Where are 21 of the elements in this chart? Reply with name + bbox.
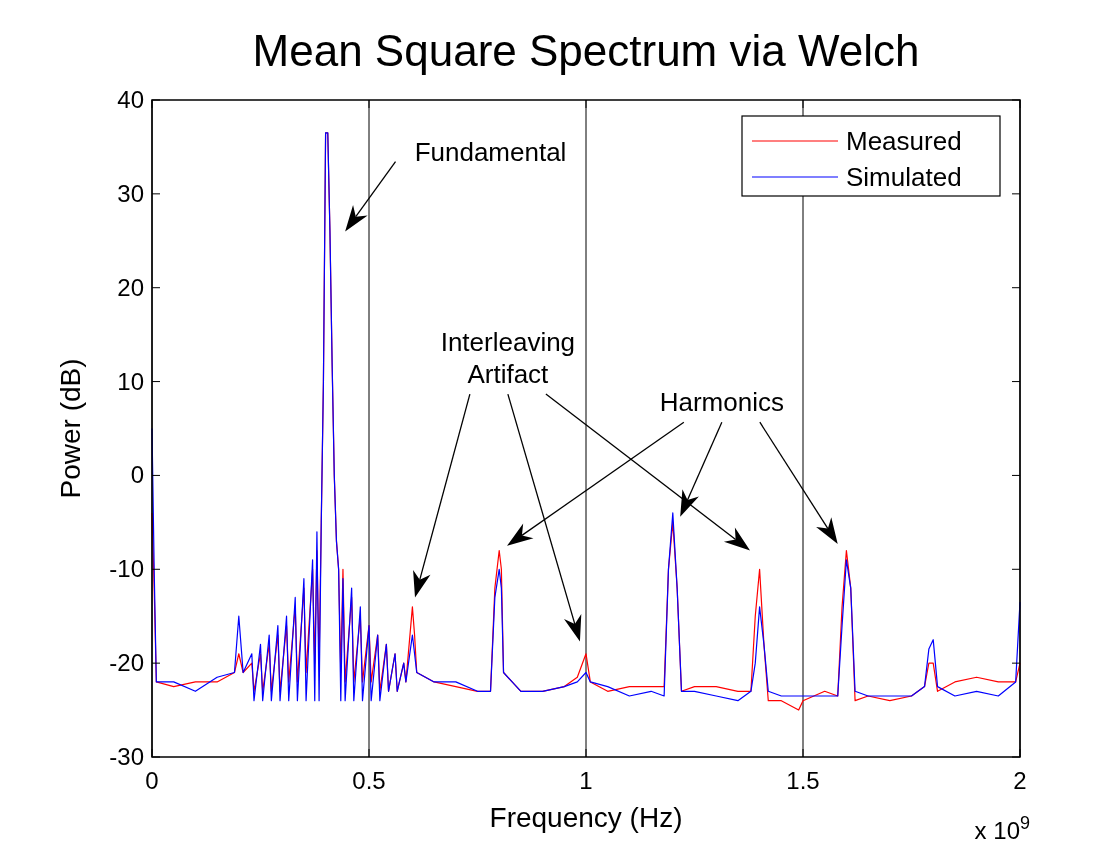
text: x 10$^{9}$ [974, 813, 1030, 844]
y-tick-label: 20 [117, 273, 144, 301]
y-tick-label: 0 [130, 461, 144, 489]
y-tick-label: -30 [109, 743, 144, 770]
y-tick-label: -20 [109, 649, 144, 677]
y-tick-label: 10 [117, 367, 144, 395]
x-tick-label: 0.5 [352, 767, 386, 794]
y-tick-label: 40 [117, 86, 144, 113]
annotation: Fundamental [414, 136, 567, 167]
annotation: Interleaving Artifact [440, 327, 576, 390]
annotation: Harmonics [659, 387, 784, 418]
x-tick-label: 1 [579, 767, 593, 794]
y-tick-label: -10 [109, 555, 144, 583]
legend-label: Simulated [846, 162, 962, 192]
x-axis-title: Frequency (Hz) [489, 802, 683, 833]
y-axis-title: Power (dB) [55, 358, 86, 499]
x-tick-label: 2 [1013, 767, 1027, 794]
y-tick-label: 30 [117, 179, 144, 207]
chart-title: Mean Square Spectrum via Welch [252, 26, 920, 75]
legend-label: Measured [846, 126, 962, 156]
x-tick-label: 1.5 [786, 767, 820, 794]
